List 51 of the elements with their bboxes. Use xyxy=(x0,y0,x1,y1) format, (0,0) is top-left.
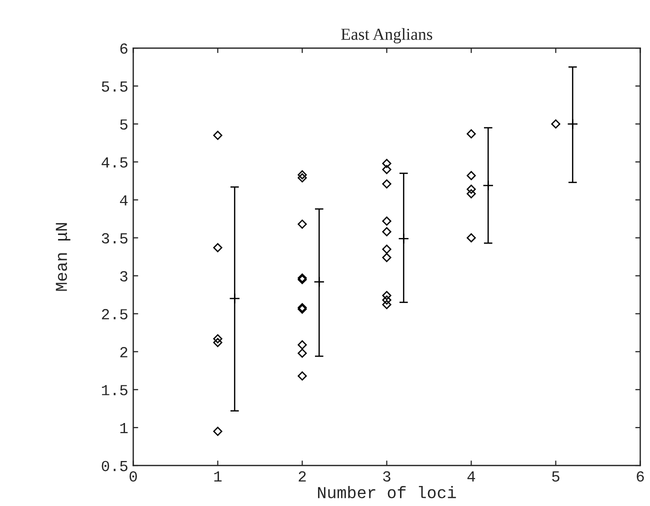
y-tick-label: 4 xyxy=(120,195,128,206)
x-axis-title: Number of loci xyxy=(318,486,456,498)
y-tick-label: 5 xyxy=(120,119,128,130)
x-tick-label: 4 xyxy=(467,471,476,482)
y-tick-label: 2.5 xyxy=(102,309,128,320)
point xyxy=(298,340,307,350)
point xyxy=(298,371,307,381)
y-tick-label: 2 xyxy=(120,346,128,358)
point xyxy=(382,158,392,168)
point xyxy=(382,216,392,226)
point xyxy=(382,300,392,310)
point xyxy=(382,164,392,174)
point xyxy=(382,227,392,236)
point xyxy=(382,290,392,300)
point xyxy=(382,244,392,254)
chart-title: East Anglians xyxy=(341,28,432,44)
point xyxy=(466,184,476,194)
point xyxy=(298,273,307,283)
y-tick-label: 0.5 xyxy=(102,460,128,472)
point xyxy=(213,243,222,252)
x-tick-label: 0 xyxy=(130,471,137,482)
point xyxy=(551,119,560,129)
point xyxy=(466,171,476,180)
point xyxy=(382,253,392,262)
x-tick-label: 5 xyxy=(552,471,560,482)
y-tick-label: 3 xyxy=(120,271,128,282)
point xyxy=(213,338,222,348)
y-tick-label: 1 xyxy=(120,423,128,434)
y-axis-title: Mean μN xyxy=(56,223,70,291)
y-tick-label: 1.5 xyxy=(102,385,128,396)
point xyxy=(466,129,476,138)
point xyxy=(382,296,392,305)
point xyxy=(298,275,307,284)
y-tick-label: 5.5 xyxy=(102,81,128,92)
point xyxy=(213,130,222,140)
point xyxy=(382,179,392,188)
x-tick-label: 3 xyxy=(383,471,390,482)
point xyxy=(466,189,476,198)
point xyxy=(213,334,222,344)
y-tick-label: 6 xyxy=(120,43,128,54)
x-tick-label: 1 xyxy=(214,471,222,482)
y-tick-label: 4.5 xyxy=(102,157,128,168)
point xyxy=(298,173,307,182)
point xyxy=(466,233,476,242)
y-tick-label: 3.5 xyxy=(102,233,128,244)
x-tick-label: 6 xyxy=(636,471,644,482)
point xyxy=(298,170,307,180)
point xyxy=(298,220,307,229)
point xyxy=(213,426,222,436)
point xyxy=(298,348,307,358)
x-tick-label: 2 xyxy=(298,471,306,482)
